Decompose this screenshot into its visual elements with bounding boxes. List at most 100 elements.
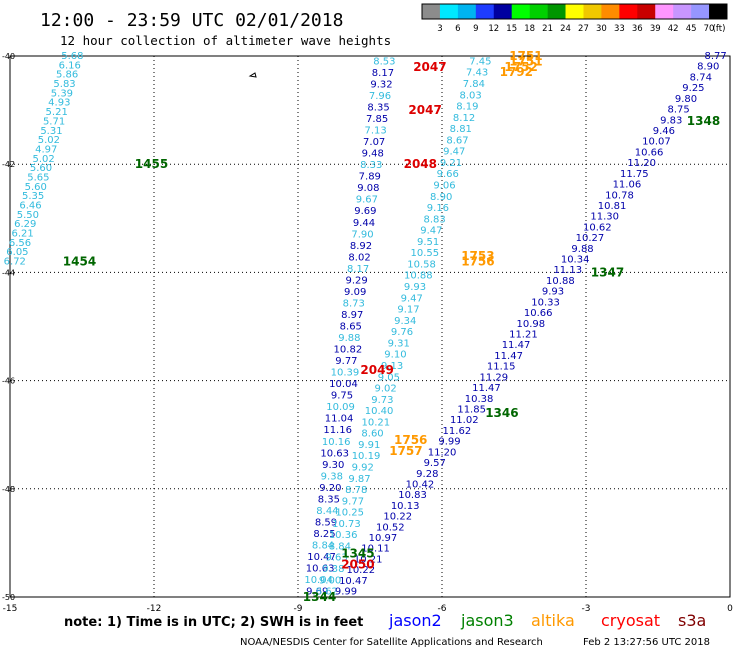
swh-value: 10.22: [383, 512, 412, 523]
pass-time-label: 1792: [500, 65, 533, 79]
swh-value: 8.92: [350, 241, 372, 252]
pass-time-label: 1345: [341, 547, 374, 561]
swh-value: 8.53: [373, 56, 395, 67]
swh-value: 6.21: [12, 229, 34, 240]
swh-value: 9.10: [384, 350, 406, 361]
y-tick-label: -48: [2, 485, 15, 494]
swh-value: 10.39: [331, 368, 360, 379]
legend-jason3: jason3: [460, 611, 514, 630]
swh-value: 9.47: [401, 293, 423, 304]
swh-value: 9.46: [653, 126, 675, 137]
swh-value: 9.00: [319, 575, 341, 586]
swh-value: 10.19: [352, 451, 381, 462]
swh-value: 9.48: [362, 149, 384, 160]
swh-value: 9.93: [542, 287, 564, 298]
swh-value: 10.66: [635, 147, 664, 158]
swh-value: 9.63: [325, 553, 347, 564]
plot-frame: [9, 55, 731, 598]
swh-value: 8.62: [316, 587, 338, 598]
swh-value: 8.59: [315, 517, 337, 528]
swh-value: 10.62: [583, 222, 612, 233]
satellite-legend: jason2 jason3 altika cryosat s3a: [388, 611, 706, 630]
swh-value: 10.78: [605, 190, 634, 201]
y-tick-label: -40: [2, 52, 15, 61]
coastline-fragment: [248, 72, 257, 78]
colorbar-label: 45: [686, 24, 697, 34]
swh-value: 8.33: [360, 160, 382, 171]
swh-value: 8.35: [318, 494, 340, 505]
pass-time-label: 1751: [509, 54, 542, 68]
colorbar-label: 12: [488, 24, 499, 34]
swh-value: 10.63: [320, 448, 349, 459]
colorbar-label: 6: [455, 24, 460, 34]
swh-value: 10.82: [334, 345, 363, 356]
swh-value: 7.85: [366, 114, 388, 125]
colorbar-swatch: [691, 4, 710, 19]
colorbar-swatch: [475, 4, 495, 19]
pass-time-label: 1753: [461, 249, 494, 263]
swh-value: 10.22: [346, 565, 375, 576]
swh-value: 5.60: [30, 163, 52, 174]
swh-value: 5.31: [40, 126, 62, 137]
colorbar-label: 24: [560, 24, 571, 34]
swh-value: 11.20: [428, 447, 457, 458]
swh-value: 8.75: [668, 105, 690, 116]
swh-value: 9.21: [440, 158, 462, 169]
swh-value: 10.58: [407, 259, 436, 270]
swh-value: 11.29: [480, 372, 509, 383]
legend-jason2: jason2: [388, 611, 442, 630]
swh-value: 9.77: [335, 356, 357, 367]
colorbar-swatch: [547, 4, 566, 19]
swh-value: 8.44: [316, 506, 338, 517]
swh-value: 5.02: [32, 154, 54, 165]
pass-time-label: 1752: [504, 60, 537, 74]
chart-subtitle: 12 hour collection of altimeter wave hei…: [60, 33, 391, 48]
swh-value: 8.12: [453, 113, 475, 124]
swh-value: 8.73: [343, 298, 365, 309]
colorbar-label: 39: [650, 24, 661, 34]
swh-value: 9.02: [374, 384, 396, 395]
swh-value: 10.83: [398, 490, 427, 501]
swh-value: 9.88: [338, 333, 360, 344]
swh-value: 10.66: [524, 308, 553, 319]
swh-value: 11.47: [472, 383, 501, 394]
swh-value: 9.31: [388, 338, 410, 349]
swh-value: 4.97: [35, 144, 57, 155]
swh-value: 8.90: [697, 62, 719, 73]
swh-value: 9.47: [443, 147, 465, 158]
colorbar-label: 70: [704, 24, 715, 34]
colorbar-swatch: [583, 4, 602, 19]
swh-value: 10.16: [322, 437, 351, 448]
pass-time-label: 1757: [389, 444, 422, 458]
colorbar-swatch: [565, 4, 584, 19]
swh-value: 7.43: [466, 68, 488, 79]
swh-value: 5.39: [51, 88, 73, 99]
swh-value: 11.20: [627, 158, 656, 169]
swh-value: 9.91: [358, 440, 380, 451]
footer-credit: NOAA/NESDIS Center for Satellite Applica…: [240, 637, 543, 648]
swh-value: 10.47: [307, 552, 336, 563]
swh-value: 11.62: [443, 426, 472, 437]
colorbar-swatch: [655, 4, 674, 19]
pass-time-label: 2050: [341, 558, 374, 572]
swh-value: 10.09: [326, 402, 355, 413]
swh-value: 9.05: [378, 372, 400, 383]
swh-value: 9.93: [404, 282, 426, 293]
swh-value: 11.02: [450, 415, 479, 426]
y-tick-label: -50: [2, 593, 15, 602]
swh-value: 11.15: [487, 362, 516, 373]
swh-value: 8.17: [347, 264, 369, 275]
swh-value: 9.17: [397, 305, 419, 316]
pass-time-label: 2047: [408, 103, 441, 117]
colorbar-swatch: [619, 4, 638, 19]
swh-value: 11.47: [502, 340, 531, 351]
swh-value: 9.80: [675, 94, 697, 105]
swh-value: 10.88: [404, 271, 433, 282]
swh-value: 10.25: [335, 508, 364, 519]
swh-value: 8.84: [312, 540, 334, 551]
colorbar-swatch: [439, 4, 459, 19]
swh-value: 5.02: [38, 135, 60, 146]
swh-value: 10.07: [642, 137, 671, 148]
swh-value: 10.97: [369, 533, 398, 544]
swh-value: 8.90: [430, 192, 452, 203]
